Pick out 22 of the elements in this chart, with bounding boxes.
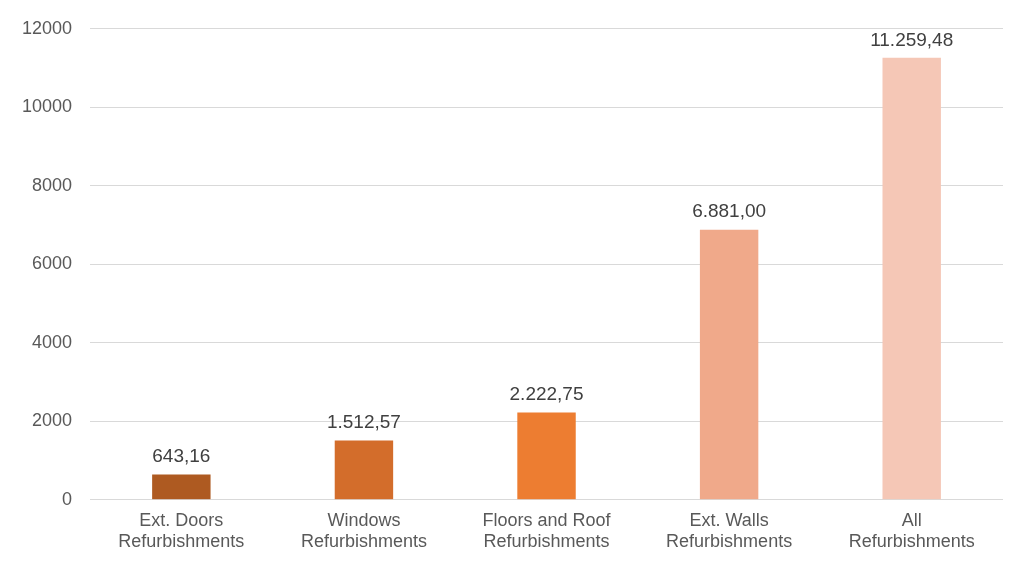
bar bbox=[334, 440, 394, 500]
data-label: 6.881,00 bbox=[692, 200, 767, 222]
data-label: 1.512,57 bbox=[326, 411, 401, 433]
y-tick-label: 8000 bbox=[32, 174, 73, 195]
y-tick-label: 0 bbox=[62, 488, 73, 509]
x-tick-label: Floors and Roof Refurbishments bbox=[482, 509, 612, 552]
x-tick-label: Ext. Doors Refurbishments bbox=[118, 509, 245, 552]
bar bbox=[517, 412, 576, 500]
y-tick-label: 12000 bbox=[21, 17, 73, 38]
bar bbox=[152, 474, 211, 500]
y-tick-label: 10000 bbox=[21, 96, 73, 117]
y-tick-label: 4000 bbox=[32, 331, 73, 352]
y-tick-label: 2000 bbox=[32, 410, 73, 431]
x-tick-label: Ext. Walls Refurbishments bbox=[666, 509, 793, 552]
x-tick-label: Windows Refurbishments bbox=[300, 509, 427, 552]
bar bbox=[882, 57, 941, 500]
data-label: 11.259,48 bbox=[870, 28, 954, 50]
data-label: 643,16 bbox=[152, 445, 211, 467]
bar bbox=[699, 229, 759, 500]
x-tick-label: All Refurbishments bbox=[848, 509, 975, 552]
data-label: 2.222,75 bbox=[509, 383, 584, 405]
y-tick-label: 6000 bbox=[32, 253, 73, 274]
